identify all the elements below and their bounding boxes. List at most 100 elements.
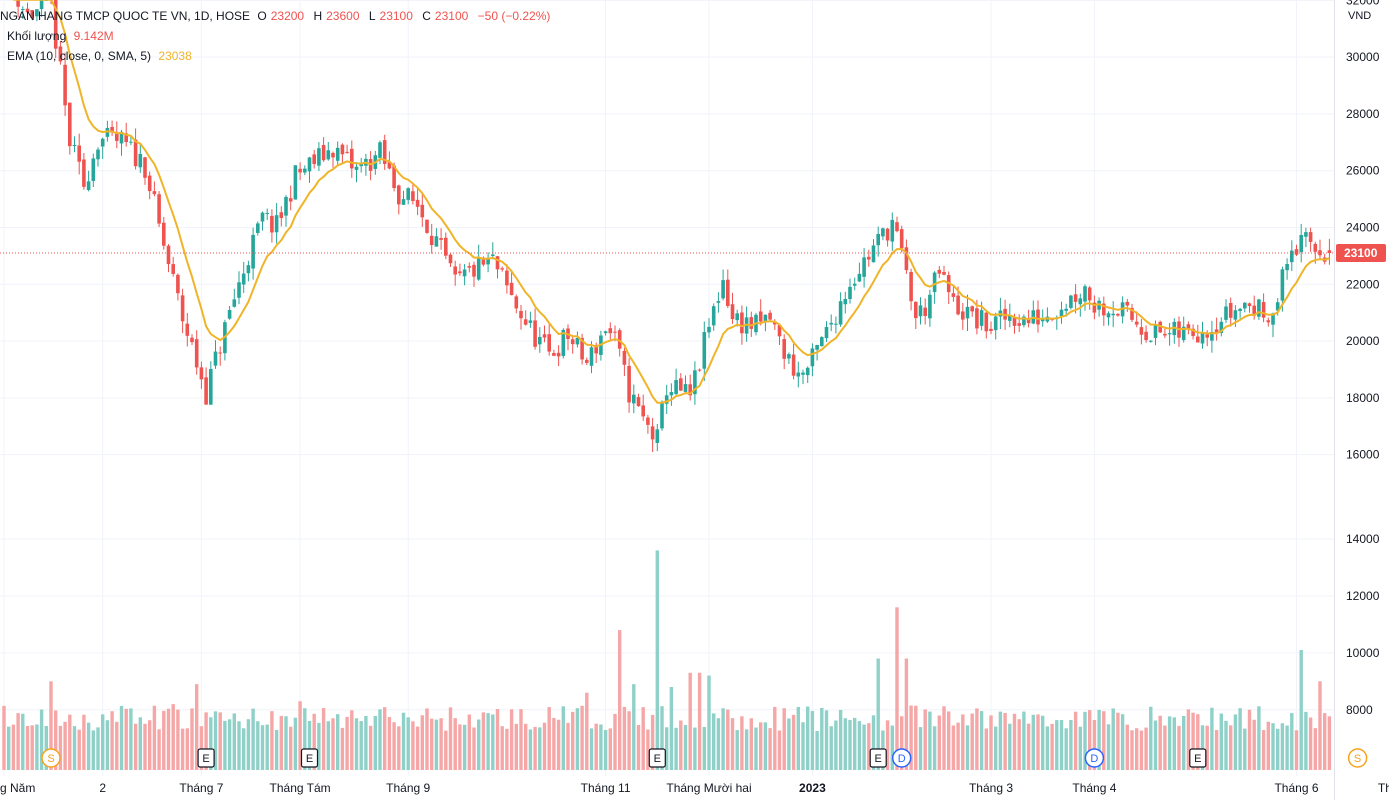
close-value: 23100: [434, 9, 469, 23]
volume-bar: [1050, 723, 1054, 770]
candle-body: [693, 370, 697, 395]
candle: [350, 140, 354, 178]
candle-body: [547, 334, 551, 352]
volume-bar: [209, 717, 213, 770]
event-marker[interactable]: E: [197, 748, 215, 768]
candle-body: [1266, 320, 1271, 323]
volume-bar: [1224, 720, 1228, 770]
price-tick-label: 32000: [1346, 0, 1380, 7]
candle: [133, 128, 138, 170]
volume-bar: [237, 721, 241, 770]
volume-bar: [430, 718, 434, 770]
volume-bar: [1059, 719, 1064, 770]
event-marker[interactable]: S: [1347, 748, 1368, 768]
candle-body: [561, 329, 566, 356]
volume-bar: [876, 658, 880, 770]
volume-bar: [688, 672, 692, 770]
volume-bar: [1102, 711, 1106, 770]
candle: [1224, 299, 1228, 323]
candle-body: [1304, 232, 1308, 237]
event-marker-label: D: [1090, 753, 1098, 765]
volume-bar: [608, 728, 612, 770]
candle-body: [481, 257, 486, 265]
candle-body: [791, 354, 796, 376]
volume-bar: [105, 720, 110, 770]
event-marker[interactable]: E: [300, 748, 319, 768]
candle: [984, 309, 989, 339]
volume-bar: [820, 707, 824, 770]
volume-bar: [1149, 706, 1153, 770]
candle: [852, 277, 857, 291]
candle: [707, 318, 711, 338]
time-tick-label: Tháng Năm: [0, 781, 35, 795]
volume-bar: [1045, 726, 1050, 770]
price-tick-label: 24000: [1346, 221, 1380, 235]
volume-bar: [627, 711, 631, 770]
volume-bar: [110, 711, 114, 770]
candle-body: [138, 153, 143, 168]
candle: [1092, 295, 1097, 320]
candle: [777, 323, 782, 346]
volume-bar: [932, 726, 937, 770]
volume-bar: [336, 714, 340, 770]
candle-body: [77, 145, 81, 162]
candle-body: [1125, 301, 1130, 306]
volume-bar: [1135, 728, 1139, 770]
candle: [1087, 285, 1092, 310]
volume-bar: [63, 721, 67, 770]
candle-body: [716, 301, 721, 303]
volume-bar: [603, 730, 608, 770]
candle-body: [655, 429, 660, 443]
candle: [538, 327, 542, 353]
volume-bar: [683, 725, 688, 770]
volume-bar: [1247, 709, 1252, 770]
candle-body: [1012, 317, 1017, 326]
candle: [476, 244, 481, 281]
event-marker[interactable]: E: [869, 748, 887, 768]
volume-bar: [1191, 712, 1195, 770]
candle: [434, 228, 439, 247]
candle: [265, 208, 269, 220]
candle-body: [340, 144, 345, 155]
event-marker[interactable]: E: [648, 748, 666, 768]
volume-bar: [1069, 719, 1073, 770]
event-marker[interactable]: D: [891, 748, 912, 768]
candle-body: [660, 402, 664, 429]
candle: [758, 299, 763, 326]
candle: [617, 328, 622, 357]
candle: [185, 312, 190, 347]
candle: [1045, 307, 1050, 324]
candle: [650, 417, 655, 452]
volume-bar: [1233, 714, 1238, 770]
volume-bar: [1130, 730, 1134, 770]
event-marker[interactable]: S: [41, 748, 61, 768]
volume-bar: [1261, 730, 1266, 770]
candle: [965, 294, 970, 332]
volume-bar: [246, 719, 251, 770]
candle: [1214, 317, 1219, 341]
volume-bar: [307, 720, 312, 770]
volume-bar: [270, 711, 274, 770]
volume-bar: [824, 710, 829, 770]
volume-bar: [345, 716, 349, 770]
candle: [77, 133, 81, 175]
volume-bar: [589, 728, 594, 770]
event-marker[interactable]: E: [1189, 748, 1207, 768]
volume-bar: [942, 706, 946, 770]
candle: [904, 239, 909, 274]
candle: [453, 260, 457, 286]
candle: [241, 261, 246, 293]
candle: [397, 184, 401, 215]
volume-bar: [650, 714, 655, 770]
candle: [270, 209, 274, 243]
volume-bar: [481, 712, 486, 770]
candle-body: [801, 372, 805, 375]
volume-bar: [148, 720, 152, 770]
event-marker[interactable]: D: [1084, 748, 1105, 768]
candle-body: [176, 274, 180, 294]
time-tick-label: Tháng 9: [386, 781, 430, 795]
candle-body: [1299, 234, 1303, 253]
candle-body: [796, 372, 801, 377]
